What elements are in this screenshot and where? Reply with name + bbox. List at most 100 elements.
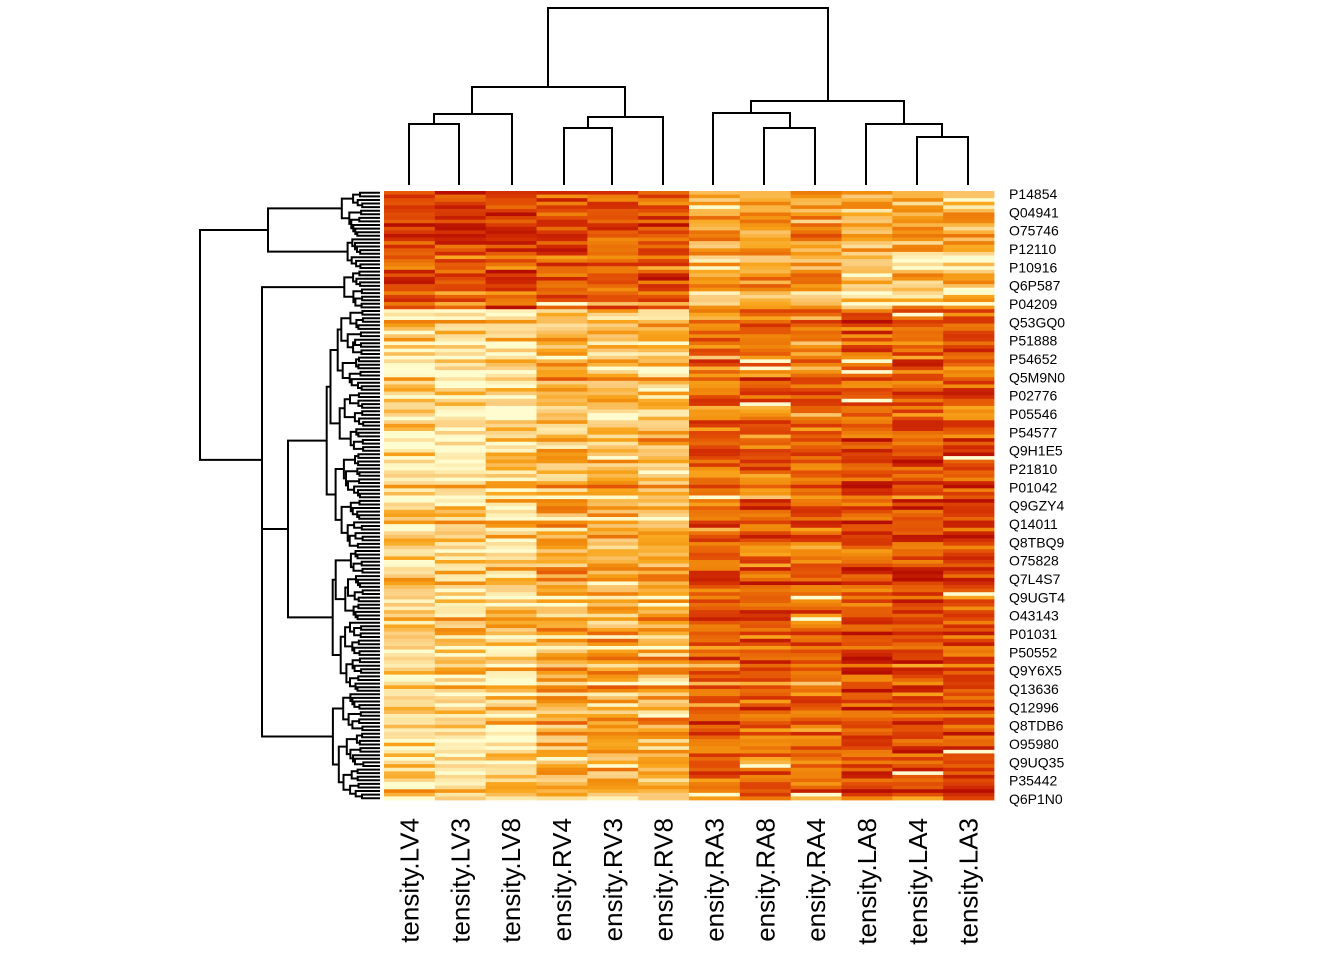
heatmap-cell (892, 273, 944, 278)
heatmap-cell (434, 434, 487, 439)
heatmap-cell (841, 477, 893, 482)
heatmap-cell (892, 416, 944, 421)
heatmap-cell (638, 352, 690, 357)
heatmap-cell (892, 620, 944, 625)
heatmap-cell (841, 309, 893, 314)
heatmap-cell (434, 717, 487, 722)
heatmap-cell (485, 520, 537, 525)
heatmap-cell (384, 685, 436, 690)
heatmap-cell (739, 448, 792, 453)
heatmap-cell (485, 377, 537, 382)
heatmap-cell (638, 366, 690, 371)
heatmap-cell (536, 495, 588, 500)
heatmap-cell (841, 653, 893, 658)
heatmap-cell (638, 520, 690, 525)
heatmap-cell (587, 448, 639, 453)
heatmap-cell (485, 251, 537, 256)
heatmap-cell (739, 549, 792, 554)
heatmap-cell (485, 624, 537, 629)
heatmap-cell (790, 620, 842, 625)
heatmap-cell (434, 388, 487, 393)
heatmap-cell (892, 685, 944, 690)
heatmap-cell (739, 545, 792, 550)
heatmap-cell (739, 355, 792, 360)
heatmap-cell (536, 466, 588, 471)
heatmap-cell (892, 355, 944, 360)
heatmap-cell (485, 416, 537, 421)
heatmap-cell (536, 577, 588, 582)
heatmap-cell (790, 441, 842, 446)
heatmap-cell (892, 638, 944, 643)
heatmap-cell (841, 610, 893, 615)
heatmap-cell (841, 448, 893, 453)
heatmap-cell (434, 294, 487, 299)
heatmap-cell (790, 506, 842, 511)
heatmap-cell (943, 302, 995, 307)
heatmap-cell (536, 380, 588, 385)
heatmap-cell (892, 205, 944, 210)
heatmap-cell (739, 495, 792, 500)
heatmap-cell (587, 441, 639, 446)
heatmap-cell (638, 545, 690, 550)
heatmap-cell (638, 581, 690, 586)
heatmap-cell (739, 685, 792, 690)
heatmap-cell (841, 294, 893, 299)
heatmap-cell (841, 771, 893, 776)
heatmap-cell (485, 456, 537, 461)
heatmap-cell (790, 456, 842, 461)
heatmap-cell (790, 681, 842, 686)
heatmap-cell (485, 599, 537, 604)
heatmap-cell (689, 624, 741, 629)
heatmap-cell (790, 549, 842, 554)
heatmap-cell (536, 671, 588, 676)
heatmap-cell (841, 434, 893, 439)
heatmap-cell (943, 749, 995, 754)
row-label: Q13636 (1009, 681, 1059, 697)
heatmap-cell (689, 273, 741, 278)
heatmap-cell (384, 663, 436, 668)
heatmap-cell (536, 441, 588, 446)
heatmap-cell (384, 710, 436, 715)
heatmap-cell (638, 671, 690, 676)
heatmap-cell (384, 767, 436, 772)
heatmap-cell (587, 552, 639, 557)
heatmap-cell (689, 402, 741, 407)
heatmap-cell (384, 341, 436, 346)
row-label: P01042 (1009, 479, 1057, 495)
heatmap-cell (689, 452, 741, 457)
heatmap-cell (892, 484, 944, 489)
heatmap-cell (943, 574, 995, 579)
heatmap-cell (790, 366, 842, 371)
heatmap-cell (587, 319, 639, 324)
heatmap-cell (943, 237, 995, 242)
heatmap-cell (841, 420, 893, 425)
heatmap-cell (638, 499, 690, 504)
heatmap-cell (892, 366, 944, 371)
heatmap-cell (638, 699, 690, 704)
heatmap-cell (892, 538, 944, 543)
row-label: Q7L4S7 (1009, 571, 1061, 587)
heatmap-cell (485, 434, 537, 439)
heatmap-cell (384, 796, 436, 801)
heatmap-cell (485, 692, 537, 697)
heatmap-cell (384, 219, 436, 224)
row-label: P54577 (1009, 424, 1057, 440)
heatmap-cell (739, 305, 792, 310)
heatmap-cell (638, 237, 690, 242)
heatmap-cell (587, 724, 639, 729)
heatmap-cell (384, 448, 436, 453)
heatmap-cell (739, 502, 792, 507)
heatmap-cell (638, 703, 690, 708)
heatmap-cell (790, 710, 842, 715)
heatmap-cell (841, 362, 893, 367)
heatmap-cell (892, 330, 944, 335)
heatmap-cell (790, 742, 842, 747)
heatmap-cell (790, 266, 842, 271)
heatmap-cell (790, 567, 842, 572)
heatmap-cell (434, 212, 487, 217)
heatmap-cell (434, 570, 487, 575)
heatmap-cell (384, 413, 436, 418)
heatmap-cell (638, 552, 690, 557)
heatmap-cell (638, 323, 690, 328)
heatmap-cell (689, 789, 741, 794)
